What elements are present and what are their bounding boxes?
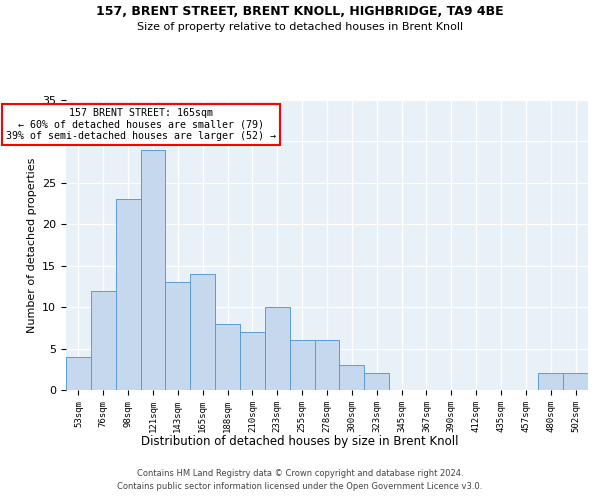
Bar [563, 374, 588, 390]
Bar [340, 365, 364, 390]
Y-axis label: Number of detached properties: Number of detached properties [26, 158, 37, 332]
Bar [166, 282, 190, 390]
Bar [364, 374, 389, 390]
Bar [91, 290, 116, 390]
Bar [66, 357, 91, 390]
Bar [538, 374, 563, 390]
Text: Contains public sector information licensed under the Open Government Licence v3: Contains public sector information licen… [118, 482, 482, 491]
Bar [290, 340, 314, 390]
Bar [265, 307, 290, 390]
Bar [116, 200, 140, 390]
Text: 157, BRENT STREET, BRENT KNOLL, HIGHBRIDGE, TA9 4BE: 157, BRENT STREET, BRENT KNOLL, HIGHBRID… [96, 5, 504, 18]
Bar [240, 332, 265, 390]
Text: Contains HM Land Registry data © Crown copyright and database right 2024.: Contains HM Land Registry data © Crown c… [137, 468, 463, 477]
Bar [190, 274, 215, 390]
Text: Size of property relative to detached houses in Brent Knoll: Size of property relative to detached ho… [137, 22, 463, 32]
Bar [140, 150, 166, 390]
Bar [215, 324, 240, 390]
Text: Distribution of detached houses by size in Brent Knoll: Distribution of detached houses by size … [141, 435, 459, 448]
Bar [314, 340, 340, 390]
Text: 157 BRENT STREET: 165sqm
← 60% of detached houses are smaller (79)
39% of semi-d: 157 BRENT STREET: 165sqm ← 60% of detach… [5, 108, 275, 142]
